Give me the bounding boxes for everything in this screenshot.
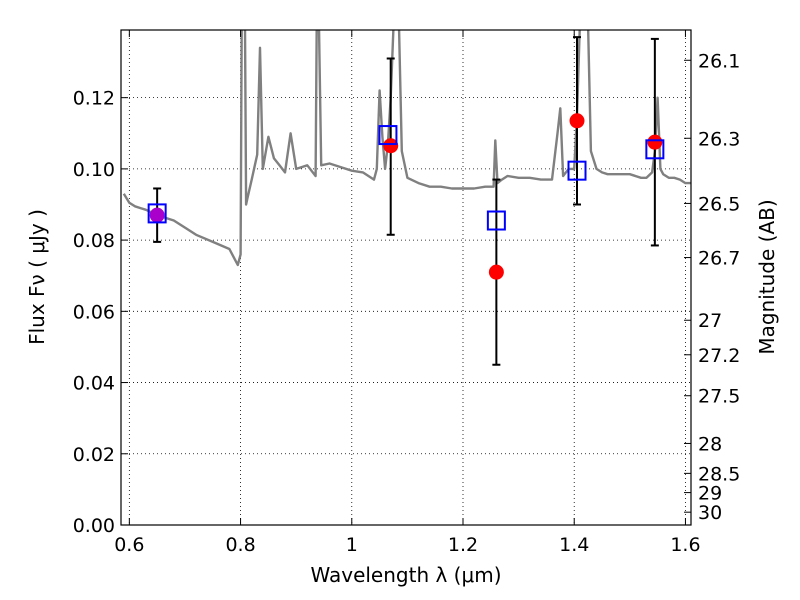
y-tick-label: 0.08	[73, 230, 115, 252]
observed-flux-point	[569, 113, 585, 129]
y-axis-label: Flux Fν ( μJy )	[25, 209, 49, 345]
observed-flux-point	[383, 138, 399, 154]
magnitude-tick-label: 28	[698, 433, 722, 455]
y-tick-label: 0.10	[73, 159, 115, 181]
magnitude-tick-label: 28.5	[698, 463, 740, 485]
plot-frame	[120, 29, 692, 526]
x-tick-label: 1.2	[448, 534, 478, 556]
magnitude-tick-label: 27.5	[698, 386, 740, 408]
x-tick-label: 0.6	[114, 534, 144, 556]
model-flux-square	[147, 203, 167, 224]
y-tick-label: 0.12	[73, 88, 115, 110]
magnitude-tick-label: 27.2	[698, 345, 740, 367]
x-tick-label: 1.4	[559, 534, 589, 556]
x-tick-label: 1	[346, 534, 358, 556]
y-axis-right-label: Magnitude (AB)	[755, 199, 779, 354]
model-flux-square	[486, 210, 506, 231]
x-tick-label: 0.8	[225, 534, 255, 556]
magnitude-tick-label: 26.5	[698, 193, 740, 215]
y-tick-label: 0.00	[73, 515, 115, 537]
model-flux-square	[645, 139, 665, 160]
grid-lines	[121, 30, 691, 526]
model-flux-square	[378, 125, 398, 146]
plot-data	[122, 30, 691, 366]
magnitude-tick-label: 26.7	[698, 248, 740, 270]
y-tick-label: 0.04	[73, 373, 115, 395]
magnitude-tick-label: 26.1	[698, 50, 740, 72]
observed-flux-point	[488, 264, 504, 280]
magnitude-tick-label: 26.3	[698, 128, 740, 150]
y-tick-label: 0.06	[73, 301, 115, 323]
observed-flux-point	[149, 207, 165, 223]
x-axis-label: Wavelength λ (μm)	[310, 563, 501, 587]
magnitude-tick-label: 27	[698, 310, 722, 332]
observed-flux-point	[647, 134, 663, 150]
magnitude-tick-label: 29	[698, 483, 722, 505]
y-tick-label: 0.02	[73, 444, 115, 466]
x-tick-label: 1.6	[670, 534, 700, 556]
model-spectrum-line	[122, 30, 691, 267]
magnitude-tick-label: 30	[698, 502, 722, 524]
axes: 0.6 0.8 1 1.2 1.4 1.6 0.00 0.02 0.04 0.06 0.08 0.10…	[73, 30, 740, 556]
model-flux-square	[567, 160, 587, 181]
